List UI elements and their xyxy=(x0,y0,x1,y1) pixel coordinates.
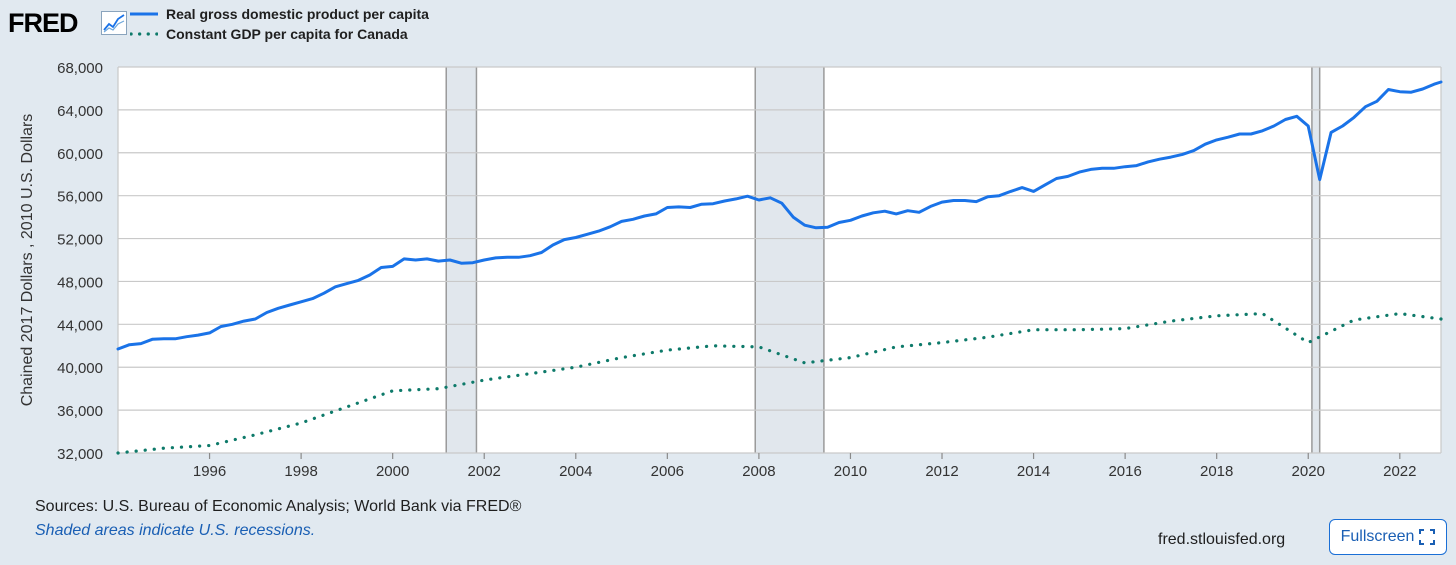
y-tick-label: 44,000 xyxy=(57,317,103,334)
y-tick-label: 52,000 xyxy=(57,232,103,249)
y-axis-ticks: 32,000 36,000 40,000 44,000 48,000 52,000 56,0… xyxy=(57,60,103,463)
recession-shading xyxy=(445,67,1321,453)
y-axis-label: Chained 2017 Dollars , 2010 U.S. Dollars xyxy=(19,114,36,407)
y-tick-label: 56,000 xyxy=(57,189,103,206)
x-tick-label: 2002 xyxy=(468,463,501,480)
recession-band-1 xyxy=(755,67,824,453)
y-tick-label: 68,000 xyxy=(57,60,103,77)
grid-lines xyxy=(117,66,1442,454)
x-tick-label: 2004 xyxy=(559,463,592,480)
y-tick-label: 60,000 xyxy=(57,146,103,163)
x-tick-label: 2018 xyxy=(1200,463,1233,480)
site-link[interactable]: fred.stlouisfed.org xyxy=(1158,531,1286,548)
legend-item-usa[interactable]: Real gross domestic product per capita xyxy=(130,4,429,24)
legend-swatch-solid xyxy=(130,12,158,16)
fullscreen-label: Fullscreen xyxy=(1340,528,1415,545)
y-tick-label: 32,000 xyxy=(57,446,103,463)
y-tick-label: 36,000 xyxy=(57,403,103,420)
x-tick-label: 2022 xyxy=(1383,463,1416,480)
x-tick-label: 2014 xyxy=(1017,463,1050,480)
chart-legend: Real gross domestic product per capita C… xyxy=(130,4,429,44)
fred-logo[interactable]: FRED xyxy=(8,8,78,38)
x-axis-ticks: 1996 1998 2000 2002 2004 2006 2008 2010 2012 2014… xyxy=(193,453,1416,480)
y-tick-label: 64,000 xyxy=(57,103,103,120)
series-line-usa[interactable] xyxy=(116,80,1443,351)
y-tick-label: 40,000 xyxy=(57,360,103,377)
legend-label-canada: Constant GDP per capita for Canada xyxy=(166,26,408,42)
x-tick-label: 2000 xyxy=(376,463,409,480)
fullscreen-button[interactable]: Fullscreen xyxy=(1329,519,1447,555)
x-tick-label: 2010 xyxy=(834,463,867,480)
y-tick-label: 48,000 xyxy=(57,274,103,291)
expand-icon xyxy=(1419,529,1436,545)
sources-text: Sources: U.S. Bureau of Economic Analysi… xyxy=(35,498,522,515)
x-tick-label: 2020 xyxy=(1292,463,1325,480)
legend-label-usa: Real gross domestic product per capita xyxy=(166,6,429,22)
x-tick-label: 2012 xyxy=(925,463,958,480)
recession-band-2 xyxy=(1311,67,1320,453)
series xyxy=(116,80,1443,455)
x-tick-label: 1998 xyxy=(284,463,317,480)
legend-item-canada[interactable]: Constant GDP per capita for Canada xyxy=(130,24,429,44)
x-tick-label: 1996 xyxy=(193,463,226,480)
recession-note: Shaded areas indicate U.S. recessions. xyxy=(35,522,316,539)
x-tick-label: 2008 xyxy=(742,463,775,480)
x-tick-label: 2006 xyxy=(651,463,684,480)
x-tick-label: 2016 xyxy=(1108,463,1141,480)
series-line-canada[interactable] xyxy=(116,312,1443,455)
chart-line-icon xyxy=(101,11,127,35)
line-chart[interactable]: 32,000 36,000 40,000 44,000 48,000 52,000 56,0… xyxy=(0,0,1456,490)
